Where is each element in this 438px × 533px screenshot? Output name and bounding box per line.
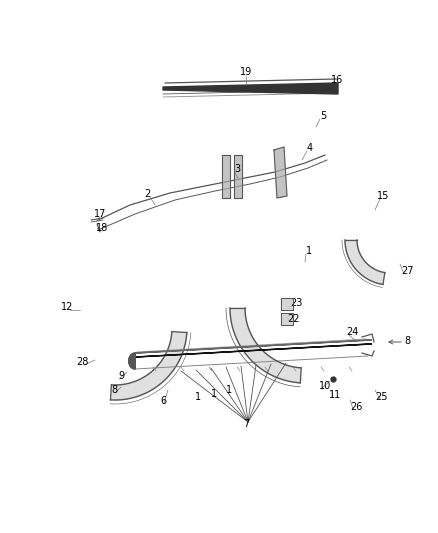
Text: 12: 12 — [61, 302, 73, 312]
Text: 17: 17 — [94, 209, 106, 219]
Text: 2: 2 — [144, 189, 150, 199]
Text: 1: 1 — [226, 385, 232, 395]
Polygon shape — [163, 83, 338, 94]
Polygon shape — [345, 240, 385, 285]
Text: 28: 28 — [76, 357, 88, 367]
Text: 8: 8 — [111, 385, 117, 395]
Text: 7: 7 — [243, 419, 249, 429]
Text: 23: 23 — [290, 298, 302, 308]
Polygon shape — [234, 155, 242, 198]
Polygon shape — [129, 353, 135, 369]
Polygon shape — [230, 308, 301, 383]
Polygon shape — [281, 313, 293, 325]
Text: 1: 1 — [306, 246, 312, 256]
Text: 6: 6 — [160, 396, 166, 406]
Text: 24: 24 — [346, 327, 358, 337]
Text: 1: 1 — [195, 392, 201, 402]
Text: 27: 27 — [401, 266, 413, 276]
Polygon shape — [110, 332, 187, 400]
Text: 19: 19 — [240, 67, 252, 77]
Text: 3: 3 — [234, 164, 240, 174]
Polygon shape — [135, 340, 372, 353]
Text: 10: 10 — [319, 381, 331, 391]
Text: 16: 16 — [331, 75, 343, 85]
Text: 4: 4 — [307, 143, 313, 153]
Polygon shape — [274, 147, 287, 198]
Text: 11: 11 — [329, 390, 341, 400]
Text: 22: 22 — [288, 314, 300, 324]
Text: 25: 25 — [376, 392, 388, 402]
Text: 26: 26 — [350, 402, 362, 412]
Text: 9: 9 — [118, 371, 124, 381]
Polygon shape — [222, 155, 230, 198]
Text: 18: 18 — [96, 223, 108, 233]
Text: 5: 5 — [320, 111, 326, 121]
Text: 15: 15 — [377, 191, 389, 201]
Text: 1: 1 — [211, 389, 217, 399]
Polygon shape — [281, 298, 293, 310]
Polygon shape — [135, 344, 372, 357]
Text: 8: 8 — [404, 336, 410, 346]
